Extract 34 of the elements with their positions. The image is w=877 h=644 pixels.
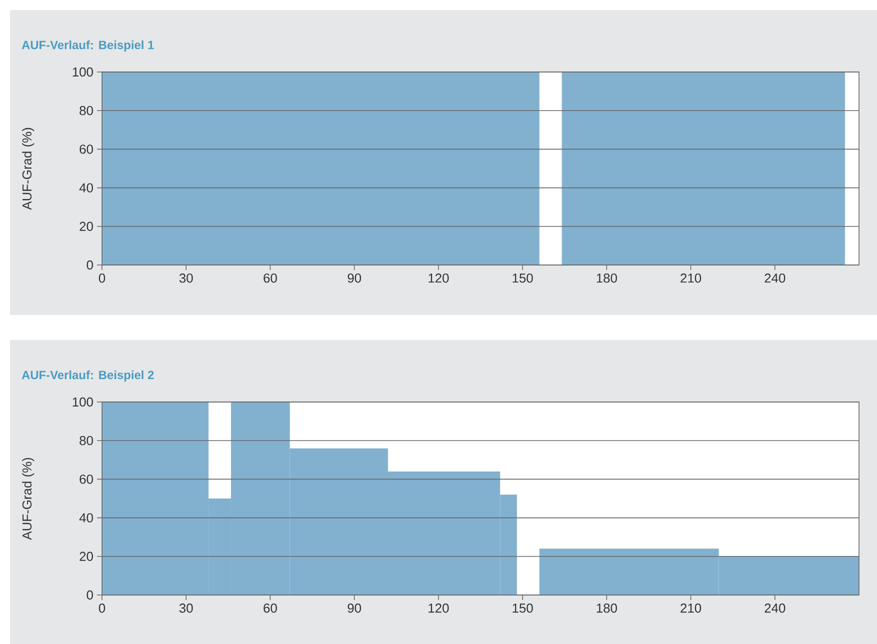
y-tick-label: 20 <box>80 222 93 231</box>
x-tick-label: 180 <box>596 604 617 613</box>
y-tick-label: 40 <box>79 183 93 192</box>
x-tick-label: 90 <box>348 604 362 613</box>
y-tick-label: 0 <box>86 590 93 600</box>
x-tick-label: 60 <box>264 274 277 283</box>
x-tick-label: 90 <box>348 274 362 283</box>
x-tick-label: 240 <box>764 274 786 283</box>
x-tick-label: 180 <box>596 274 617 283</box>
x-tick-label: 0 <box>98 274 106 283</box>
y-axis-title: AUF-Grad (%) <box>22 128 34 210</box>
y-tick-label: 20 <box>80 552 93 561</box>
x-tick-label: 150 <box>512 604 533 613</box>
y-axis-title: AUF-Grad (%) <box>22 458 34 540</box>
y-tick-label: 80 <box>80 436 93 446</box>
x-tick-label: 120 <box>428 604 449 613</box>
chart-title: AUF-Verlauf: Beispiel 1 <box>22 40 154 52</box>
x-tick-label: 30 <box>179 604 193 613</box>
x-tick-label: 30 <box>179 274 193 283</box>
x-tick-label: 0 <box>98 604 106 613</box>
x-tick-label: 120 <box>428 274 449 283</box>
x-tick-label: 240 <box>764 604 786 613</box>
y-tick-label: 100 <box>72 67 93 77</box>
x-tick-label: 60 <box>264 604 277 613</box>
x-tick-label: 210 <box>680 274 702 283</box>
x-tick-label: 150 <box>512 274 533 283</box>
y-tick-label: 60 <box>80 474 93 484</box>
y-tick-label: 60 <box>80 144 93 154</box>
x-tick-label: 210 <box>680 604 702 613</box>
y-tick-label: 100 <box>72 397 93 407</box>
y-tick-label: 40 <box>79 513 93 522</box>
y-tick-label: 0 <box>86 260 93 270</box>
y-tick-label: 80 <box>80 106 93 116</box>
chart-title: AUF-Verlauf: Beispiel 2 <box>22 370 154 382</box>
